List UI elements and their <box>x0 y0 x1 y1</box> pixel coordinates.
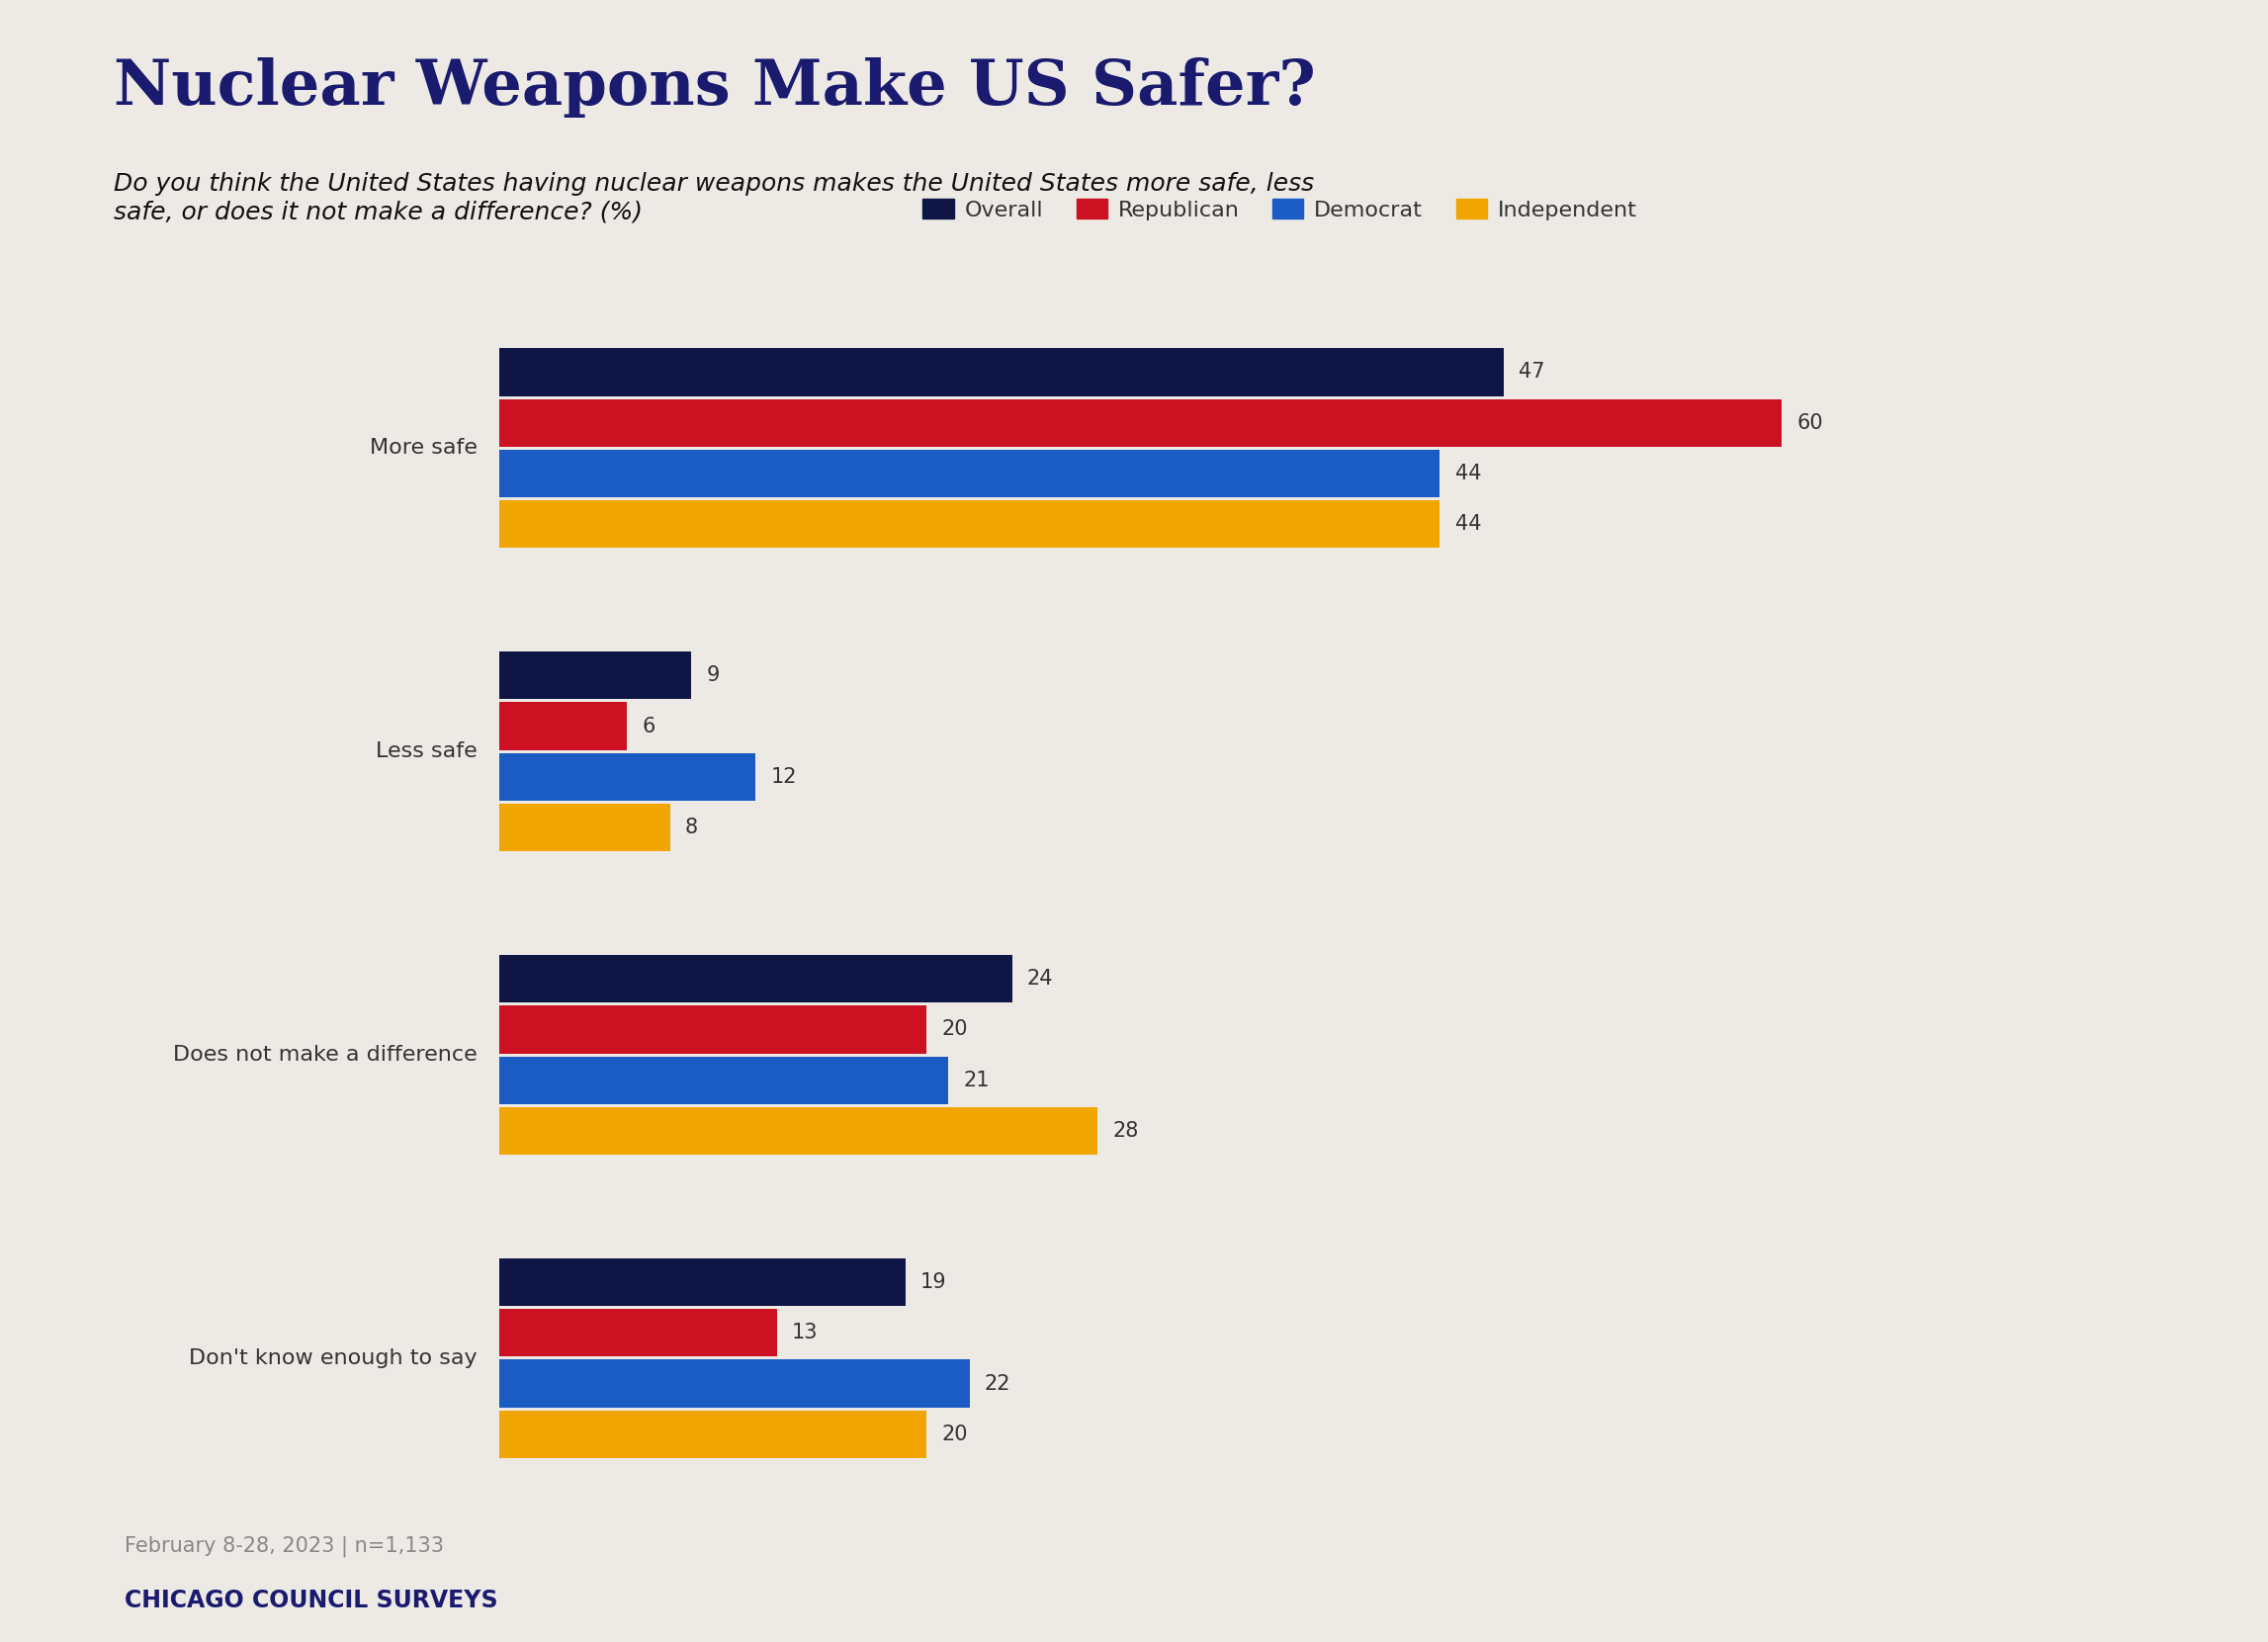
Bar <box>499 754 755 800</box>
Bar <box>499 1309 778 1356</box>
Text: 20: 20 <box>941 1020 968 1039</box>
Text: 44: 44 <box>1454 463 1481 483</box>
Text: 24: 24 <box>1027 969 1052 988</box>
Text: 19: 19 <box>921 1273 946 1292</box>
Legend: Overall, Republican, Democrat, Independent: Overall, Republican, Democrat, Independe… <box>914 190 1647 228</box>
Text: 20: 20 <box>941 1424 968 1443</box>
Bar <box>499 1005 928 1053</box>
Text: 22: 22 <box>984 1374 1012 1394</box>
Bar <box>499 450 1440 498</box>
Text: 6: 6 <box>642 716 655 736</box>
Text: CHICAGO COUNCIL SURVEYS: CHICAGO COUNCIL SURVEYS <box>125 1589 499 1612</box>
Text: 47: 47 <box>1520 363 1545 383</box>
Bar <box>499 1056 948 1103</box>
Bar <box>499 501 1440 548</box>
Text: Do you think the United States having nuclear weapons makes the United States mo: Do you think the United States having nu… <box>113 172 1313 223</box>
Text: 8: 8 <box>685 818 699 837</box>
Bar <box>499 1410 928 1458</box>
Text: Does not make a difference: Does not make a difference <box>172 1044 479 1064</box>
Bar <box>499 956 1012 1003</box>
Text: More safe: More safe <box>370 438 479 458</box>
Text: 21: 21 <box>964 1071 989 1090</box>
Text: 28: 28 <box>1114 1121 1139 1141</box>
Bar <box>499 652 692 699</box>
Text: 9: 9 <box>705 665 719 685</box>
Bar <box>499 348 1504 396</box>
Bar <box>499 1258 905 1305</box>
Bar <box>499 399 1783 447</box>
Bar <box>499 703 628 750</box>
Text: 60: 60 <box>1796 412 1823 432</box>
Bar <box>499 803 669 851</box>
Text: Don't know enough to say: Don't know enough to say <box>188 1348 479 1368</box>
Text: February 8-28, 2023 | n=1,133: February 8-28, 2023 | n=1,133 <box>125 1535 445 1557</box>
Bar <box>499 1360 968 1407</box>
Text: 13: 13 <box>792 1323 819 1343</box>
Text: 44: 44 <box>1454 514 1481 534</box>
Text: Nuclear Weapons Make US Safer?: Nuclear Weapons Make US Safer? <box>113 57 1315 118</box>
Bar <box>499 1107 1098 1154</box>
Text: 12: 12 <box>771 767 796 787</box>
Text: Less safe: Less safe <box>376 742 479 762</box>
